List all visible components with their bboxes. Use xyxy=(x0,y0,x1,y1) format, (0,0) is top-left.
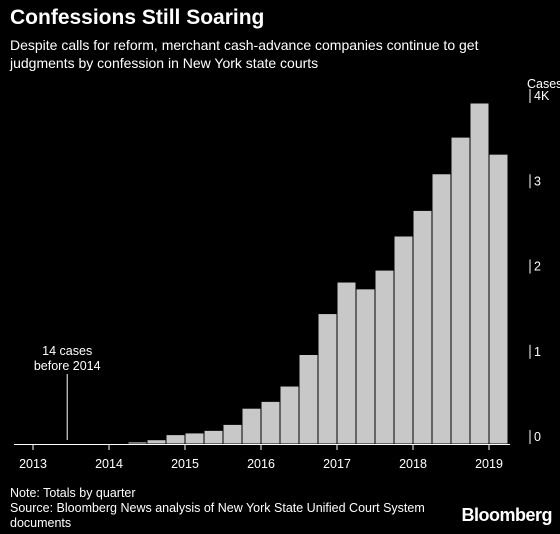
bar xyxy=(127,441,148,445)
y-tick-label: 3 xyxy=(534,174,541,188)
x-tick-label: 2015 xyxy=(171,457,199,471)
bar xyxy=(336,281,357,445)
y-tick-label: 2 xyxy=(534,260,541,274)
bar xyxy=(146,439,167,445)
y-tick-label: 1 xyxy=(534,345,541,359)
y-tick-label: 0 xyxy=(534,430,541,444)
x-tick-label: 2013 xyxy=(19,457,47,471)
x-tick-label: 2014 xyxy=(95,457,123,471)
y-axis-label: Cases xyxy=(527,77,560,91)
bar xyxy=(317,313,338,445)
logo: Bloomberg xyxy=(461,505,552,525)
note: Note: Totals by quarter xyxy=(10,486,136,500)
bar xyxy=(165,434,186,445)
bar xyxy=(355,288,376,445)
annotation: 14 cases xyxy=(42,344,92,358)
bar xyxy=(412,209,433,445)
bar xyxy=(260,400,281,445)
bar xyxy=(431,173,452,445)
bar xyxy=(203,429,224,445)
x-tick-label: 2016 xyxy=(247,457,275,471)
bar xyxy=(222,423,243,445)
bar xyxy=(298,353,319,445)
bar xyxy=(279,385,300,445)
bar xyxy=(393,235,414,445)
x-tick-label: 2018 xyxy=(399,457,427,471)
y-tick-label: 4K xyxy=(534,89,550,103)
source: Source: Bloomberg News analysis of New Y… xyxy=(10,501,425,530)
bar xyxy=(184,432,205,445)
annotation: before 2014 xyxy=(34,359,101,373)
bar xyxy=(241,407,262,445)
bar xyxy=(450,136,471,445)
x-tick-label: 2017 xyxy=(323,457,351,471)
chart-title: Confessions Still Soaring xyxy=(10,6,265,29)
chart-subtitle: Despite calls for reform, merchant cash-… xyxy=(10,37,479,71)
bar xyxy=(488,153,509,445)
x-tick-label: 2019 xyxy=(475,457,503,471)
bar xyxy=(374,269,395,445)
bar xyxy=(108,442,129,445)
bar xyxy=(469,102,490,445)
